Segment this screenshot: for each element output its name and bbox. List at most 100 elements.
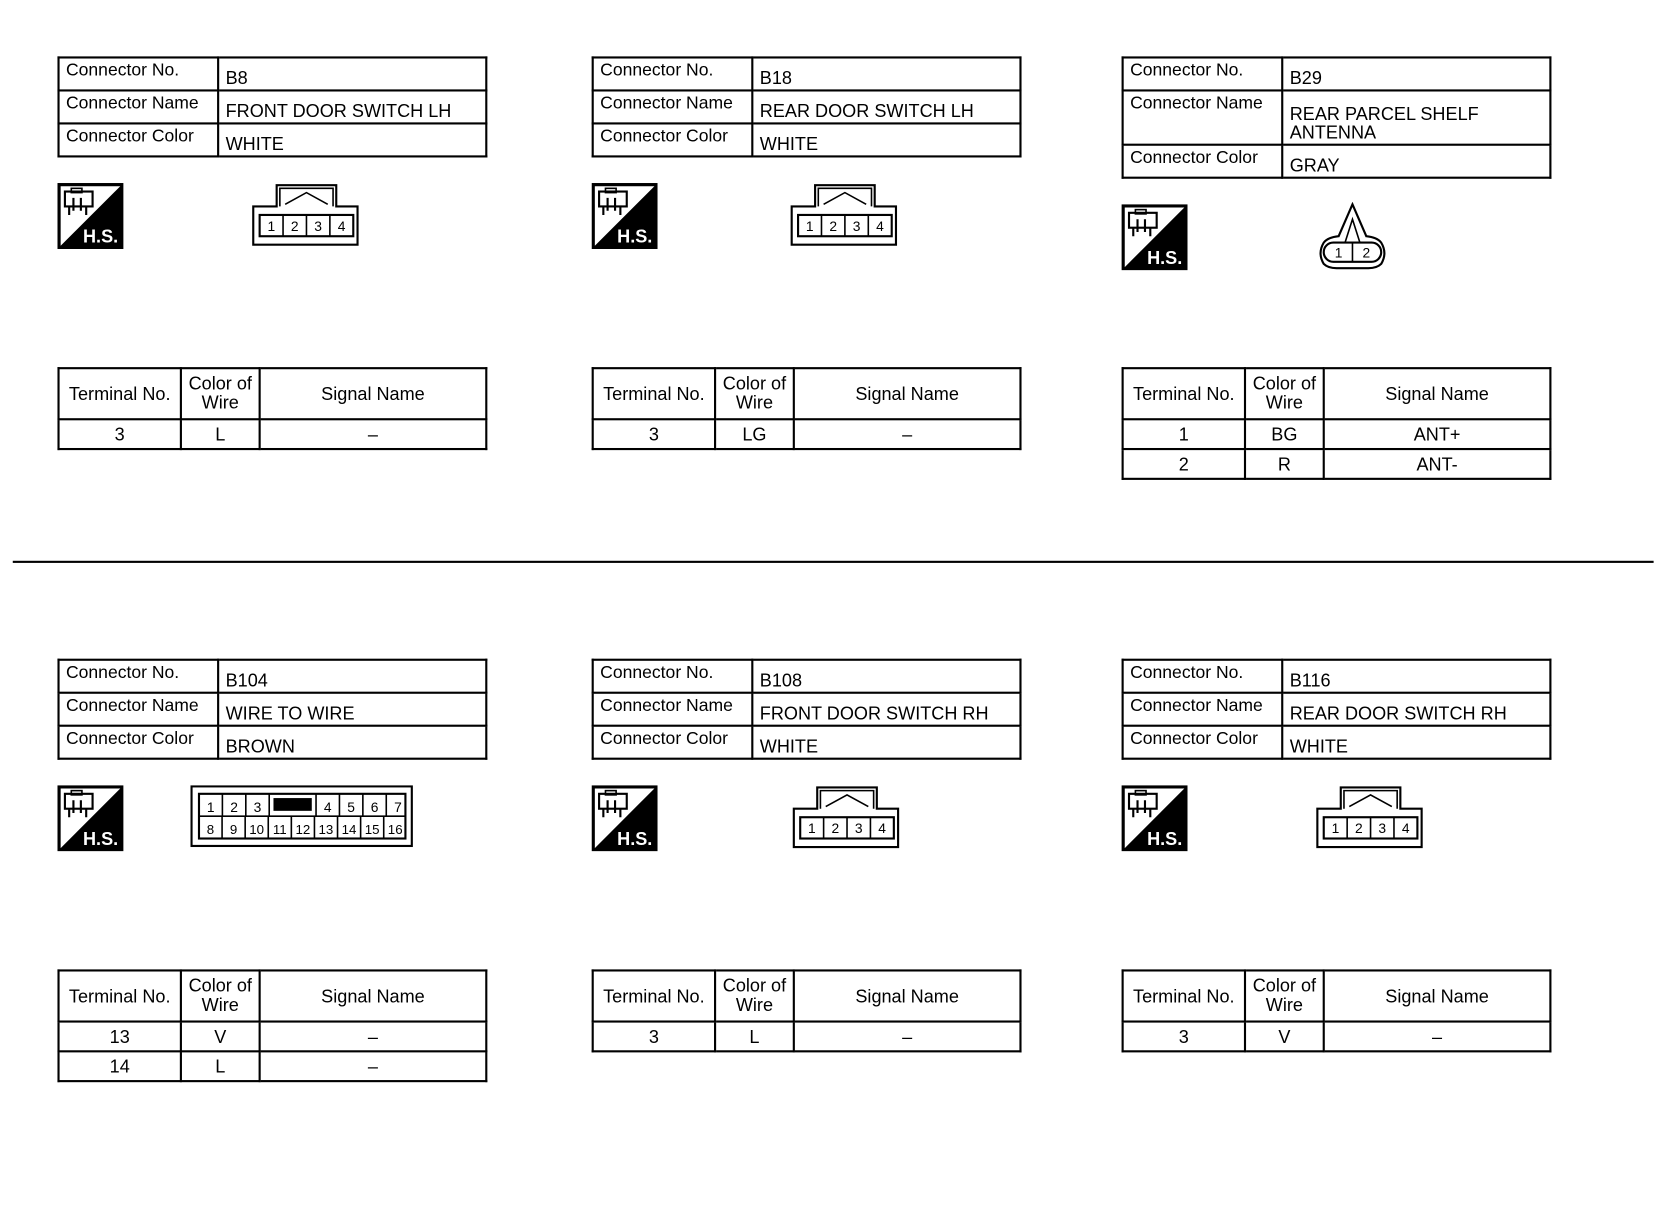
connector-color-label: Connector Color — [1121, 143, 1284, 179]
connector-color-value: WHITE — [751, 724, 1022, 760]
pin-number: 1 — [1332, 820, 1340, 836]
terminal-no-cell: 3 — [591, 418, 717, 451]
terminal-table: Terminal No. Color of Wire Signal Name 3 LG… — [591, 367, 1022, 451]
signal-name-header: Signal Name — [258, 969, 488, 1023]
connector-info-table: Connector No. B116 Connector Name REAR DOO… — [1121, 658, 1552, 760]
connector-panel-b104: Connector No. B104 Connector Name WIRE TO … — [57, 658, 488, 1170]
pin-number: 2 — [831, 820, 839, 836]
terminal-no-cell: 3 — [1121, 1020, 1247, 1053]
connector-info-table: Connector No. B8 Connector Name FRONT DOOR… — [57, 56, 488, 158]
signal-name-cell: – — [1322, 1020, 1552, 1053]
terminal-no-cell: 14 — [57, 1050, 182, 1083]
wire-color-cell: L — [179, 418, 261, 451]
connector-color-label: Connector Color — [1121, 724, 1284, 760]
connector-panel-b29: Connector No. B29 Connector Name REAR PARC… — [1121, 56, 1552, 567]
connector-name-label: Connector Name — [1121, 691, 1284, 727]
connector-no-value: B8 — [217, 56, 488, 92]
pin-number: 2 — [829, 218, 837, 234]
color-of-wire-line2: Wire — [201, 994, 239, 1016]
table-row: 1 BG ANT+ — [1121, 418, 1552, 451]
hs-badge-text: H.S. — [83, 227, 118, 247]
signal-name-cell: – — [258, 1020, 488, 1053]
connector-name-value: FRONT DOOR SWITCH LH — [217, 89, 488, 125]
pin-number: 2 — [291, 218, 299, 234]
connector-info-table: Connector No. B108 Connector Name FRONT DO… — [591, 658, 1022, 760]
connector-name-value: REAR DOOR SWITCH LH — [751, 89, 1022, 125]
connector-name-value: FRONT DOOR SWITCH RH — [751, 691, 1022, 727]
pin-number: 15 — [365, 822, 380, 837]
connector-name-label: Connector Name — [591, 89, 754, 125]
connector-color-label: Connector Color — [57, 122, 220, 158]
wire-color-cell: R — [1243, 447, 1325, 480]
hs-badge-text: H.S. — [1147, 248, 1182, 268]
color-of-wire-line1: Color of — [1252, 975, 1317, 996]
pin-number: 4 — [324, 799, 332, 815]
table-row: 2 R ANT- — [1121, 447, 1552, 480]
connector-name-line2: ANTENNA — [1289, 122, 1377, 143]
wire-color-cell: L — [179, 1050, 261, 1083]
pin-number: 16 — [388, 822, 403, 837]
connector-color-value: WHITE — [1281, 724, 1552, 760]
pin-number: 5 — [347, 799, 355, 815]
terminal-no-header: Terminal No. — [591, 969, 717, 1023]
signal-name-header: Signal Name — [1322, 367, 1552, 421]
pin-number: 1 — [267, 218, 275, 234]
connector-name-line1: WIRE TO WIRE — [225, 703, 355, 724]
color-of-wire-line2: Wire — [1265, 994, 1303, 1016]
connector-name-value: REAR DOOR SWITCH RH — [1281, 691, 1552, 727]
section-divider — [12, 560, 1654, 563]
pin-number: 1 — [1335, 245, 1343, 261]
wire-color-cell: V — [179, 1020, 261, 1053]
connector-color-label: Connector Color — [591, 122, 754, 158]
color-of-wire-line2: Wire — [735, 392, 774, 413]
wire-color-cell: L — [714, 1020, 795, 1053]
color-of-wire-line1: Color of — [188, 373, 252, 394]
connector-info-table: Connector No. B18 Connector Name REAR DOOR… — [591, 56, 1022, 158]
terminal-table: Terminal No. Color of Wire Signal Name 13 V… — [57, 969, 488, 1083]
signal-name-cell: – — [792, 418, 1022, 451]
table-row: 14 L – — [57, 1050, 488, 1083]
color-of-wire-line1: Color of — [188, 975, 252, 996]
connector-color-label: Connector Color — [57, 724, 220, 760]
pin-number: 3 — [855, 820, 863, 836]
harness-side-icon: H.S. — [1121, 785, 1188, 852]
pin-number: 1 — [207, 799, 215, 815]
signal-name-header: Signal Name — [792, 969, 1022, 1023]
terminal-no-header: Terminal No. — [591, 367, 717, 421]
wire-color-cell: V — [1243, 1020, 1325, 1053]
terminal-table: Terminal No. Color of Wire Signal Name 3 V – — [1121, 969, 1552, 1053]
terminal-no-cell: 2 — [1121, 447, 1247, 480]
connector-no-value: B104 — [217, 658, 488, 694]
connector-no-label: Connector No. — [57, 658, 220, 694]
color-of-wire-line2: Wire — [201, 392, 239, 413]
signal-name-header: Signal Name — [792, 367, 1022, 421]
connector-no-label: Connector No. — [1121, 56, 1284, 92]
pin-number: 8 — [207, 822, 214, 837]
color-of-wire-header: Color of Wire — [1243, 969, 1325, 1023]
table-row: 3 L – — [57, 418, 488, 451]
terminal-table: Terminal No. Color of Wire Signal Name 3 L – — [57, 367, 488, 451]
connector-no-value: B18 — [751, 56, 1022, 92]
connector-no-value: B116 — [1281, 658, 1552, 694]
terminal-no-cell: 3 — [591, 1020, 717, 1053]
terminal-no-cell: 3 — [57, 418, 182, 451]
connector-info-table: Connector No. B29 Connector Name REAR PARC… — [1121, 56, 1552, 179]
pin-number: 12 — [295, 822, 310, 837]
connector-color-value: BROWN — [217, 724, 488, 760]
signal-name-cell: – — [792, 1020, 1022, 1053]
hs-badge-text: H.S. — [617, 829, 652, 849]
table-row: 3 L – — [591, 1020, 1022, 1053]
connector-name-label: Connector Name — [57, 89, 220, 125]
terminal-no-header: Terminal No. — [57, 969, 182, 1023]
pin-number: 4 — [878, 820, 886, 836]
connector-color-value: WHITE — [751, 122, 1022, 158]
connector-name-label: Connector Name — [591, 691, 754, 727]
signal-name-cell: – — [258, 418, 488, 451]
pin-number: 1 — [806, 218, 814, 234]
terminal-table: Terminal No. Color of Wire Signal Name 3 L – — [591, 969, 1022, 1053]
connector-name-line1: FRONT DOOR SWITCH RH — [759, 703, 989, 724]
